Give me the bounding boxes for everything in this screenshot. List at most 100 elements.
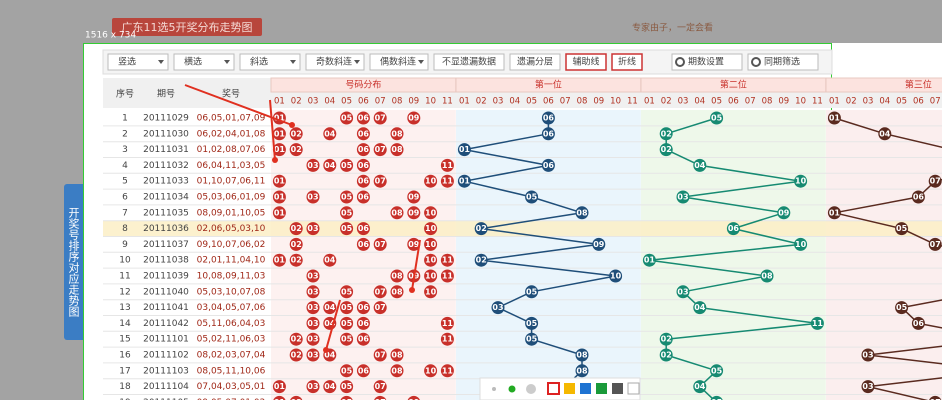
ball-number: 08 xyxy=(391,145,403,154)
ball xyxy=(373,237,387,251)
position-ball xyxy=(726,222,740,236)
issue: 20111041 xyxy=(143,303,189,313)
position-ball-number: 05 xyxy=(896,224,908,233)
ball-number: 05 xyxy=(341,335,353,344)
ball-number: 01 xyxy=(274,193,286,202)
trend-line xyxy=(884,133,942,149)
ball xyxy=(340,395,353,400)
ball-number: 08 xyxy=(391,366,403,375)
group-title: 第三位 xyxy=(905,79,932,91)
button-label: 折线 xyxy=(618,56,636,68)
position-ball-number: 08 xyxy=(576,208,588,217)
prize: 08,02,03,07,04 xyxy=(197,351,266,361)
column-number: 06 xyxy=(543,97,554,107)
color-yellow[interactable] xyxy=(564,383,575,394)
ball xyxy=(356,237,370,251)
button[interactable] xyxy=(565,53,607,71)
prize: 10,08,09,11,03 xyxy=(197,272,266,282)
position-ball xyxy=(642,253,656,267)
ball xyxy=(289,127,303,141)
issue: 20111104 xyxy=(143,382,189,392)
ball xyxy=(440,269,454,283)
ball xyxy=(289,332,303,346)
position-ball-number: 03 xyxy=(677,287,688,296)
select-arrow xyxy=(224,60,230,64)
select-label: 偶数斜连 xyxy=(380,56,416,68)
color-gray[interactable] xyxy=(612,383,623,394)
ball xyxy=(272,380,286,394)
issue: 20111035 xyxy=(143,208,189,218)
position-ball-number: 09 xyxy=(778,208,790,217)
position-ball xyxy=(659,348,673,362)
column-header: 期号 xyxy=(157,89,175,100)
select-label: 竖选 xyxy=(118,56,136,68)
ball-number: 07 xyxy=(375,114,386,123)
annotation-arrow-head xyxy=(272,157,278,163)
ball xyxy=(340,332,354,346)
ball xyxy=(323,380,337,394)
position-ball-number: 05 xyxy=(526,193,538,202)
trend-line xyxy=(834,196,919,214)
position-ball xyxy=(659,127,673,141)
trend-line xyxy=(481,259,616,277)
pen-large[interactable] xyxy=(526,384,536,394)
color-blue[interactable] xyxy=(580,383,591,394)
ball-number: 03 xyxy=(307,272,318,281)
prize: 05,03,10,07,08 xyxy=(197,287,266,297)
select[interactable] xyxy=(369,53,429,71)
serial: 1 xyxy=(122,114,128,124)
ball-number: 01 xyxy=(274,145,286,154)
group-bg xyxy=(826,110,942,400)
position-ball-number: 10 xyxy=(795,240,807,249)
column-number: 05 xyxy=(341,97,352,107)
position-ball-number: 08 xyxy=(761,272,773,281)
issue: 20111103 xyxy=(143,366,189,376)
ball xyxy=(390,285,404,299)
ball xyxy=(424,269,438,283)
color-green[interactable] xyxy=(596,383,607,394)
column-number: 06 xyxy=(913,97,924,107)
button[interactable] xyxy=(611,53,643,71)
select[interactable] xyxy=(107,53,169,71)
ball xyxy=(390,206,404,220)
column-header: 序号 xyxy=(116,88,134,100)
color-red[interactable] xyxy=(547,382,560,395)
ball-number: 05 xyxy=(341,319,353,328)
ball xyxy=(306,285,320,299)
select[interactable] xyxy=(305,53,365,71)
settings-button[interactable] xyxy=(747,53,819,71)
position-ball-number: 05 xyxy=(896,303,908,312)
select[interactable] xyxy=(239,53,301,71)
trend-line xyxy=(867,377,942,388)
color-white[interactable] xyxy=(627,382,640,395)
select[interactable] xyxy=(173,53,235,71)
pen-small[interactable] xyxy=(492,387,496,391)
trend-line xyxy=(531,338,583,356)
side-tab[interactable]: 开奖号排序对应走势图 xyxy=(64,184,83,340)
trend-line xyxy=(531,275,616,293)
position-ball-number: 10 xyxy=(795,177,807,186)
ball xyxy=(340,190,354,204)
button[interactable] xyxy=(433,53,505,71)
ball xyxy=(272,174,286,188)
position-ball xyxy=(457,174,471,188)
ball-number: 07 xyxy=(375,177,386,186)
settings-button[interactable] xyxy=(671,53,743,71)
annotation-arrow-head xyxy=(323,347,329,353)
prize: 09,05,07,01,02 xyxy=(197,398,266,400)
ball-number: 11 xyxy=(442,256,454,265)
column-number: 08 xyxy=(762,97,773,107)
column-number: 11 xyxy=(812,97,823,107)
serial: 2 xyxy=(122,129,128,139)
ball-number: 11 xyxy=(442,177,454,186)
pen-medium[interactable] xyxy=(508,385,516,393)
serial: 5 xyxy=(122,177,128,187)
ball-number: 07 xyxy=(375,145,386,154)
column-number: 05 xyxy=(526,97,537,107)
button[interactable] xyxy=(509,53,561,71)
ball-number: 03 xyxy=(307,224,318,233)
ball xyxy=(289,253,303,267)
ball-number: 08 xyxy=(391,287,403,296)
position-ball xyxy=(895,222,909,236)
prize: 05,11,06,04,03 xyxy=(197,319,266,329)
